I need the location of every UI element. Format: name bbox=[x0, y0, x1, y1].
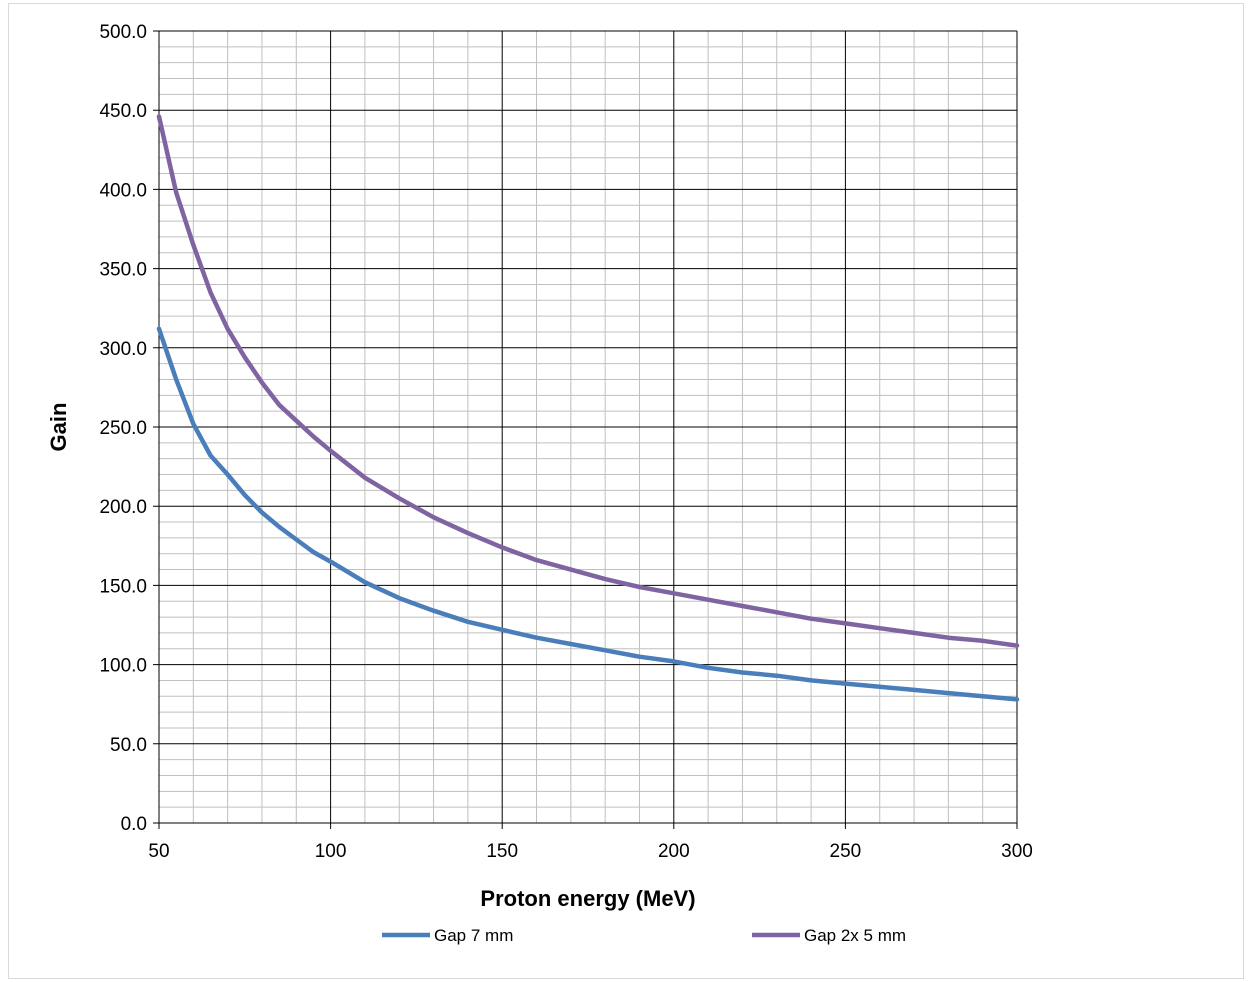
series-line-1 bbox=[156, 326, 1020, 702]
chart-frame: 0.0 50.0 100.0 150.0 200.0 250.0 300.0 350.0 400… bbox=[8, 3, 1244, 979]
legend-label-1: Gap 7 mm bbox=[434, 926, 513, 945]
y-tick-label: 100.0 bbox=[99, 656, 147, 677]
y-axis-title: Gain bbox=[46, 403, 71, 452]
series-layer bbox=[156, 114, 1020, 702]
tick-labels: 0.0 50.0 100.0 150.0 200.0 250.0 300.0 350.0 400… bbox=[99, 22, 1032, 862]
y-tick-label: 400.0 bbox=[99, 180, 147, 201]
y-tick-label: 500.0 bbox=[99, 22, 147, 43]
x-tick-label: 200 bbox=[658, 841, 690, 862]
series-line-2 bbox=[156, 114, 1020, 648]
minor-gridlines bbox=[159, 31, 1017, 823]
y-tick-label: 200.0 bbox=[99, 497, 147, 518]
y-tick-label: 350.0 bbox=[99, 260, 147, 281]
x-tick-label: 50 bbox=[148, 841, 169, 862]
chart-svg: 0.0 50.0 100.0 150.0 200.0 250.0 300.0 350.0 400… bbox=[46, 22, 1033, 945]
x-tick-label: 300 bbox=[1001, 841, 1033, 862]
major-gridlines bbox=[153, 30, 1018, 829]
y-tick-label: 0.0 bbox=[121, 814, 147, 835]
y-tick-label: 450.0 bbox=[99, 101, 147, 122]
y-tick-label: 50.0 bbox=[110, 735, 147, 756]
y-tick-label: 300.0 bbox=[99, 339, 147, 360]
y-tick-label: 150.0 bbox=[99, 576, 147, 597]
x-tick-label: 100 bbox=[315, 841, 347, 862]
x-tick-label: 150 bbox=[486, 841, 518, 862]
x-tick-label: 250 bbox=[830, 841, 862, 862]
x-axis-title: Proton energy (MeV) bbox=[480, 886, 695, 911]
legend: Gap 7 mm Gap 2x 5 mm bbox=[382, 926, 906, 945]
legend-label-2: Gap 2x 5 mm bbox=[804, 926, 906, 945]
y-tick-label: 250.0 bbox=[99, 418, 147, 439]
